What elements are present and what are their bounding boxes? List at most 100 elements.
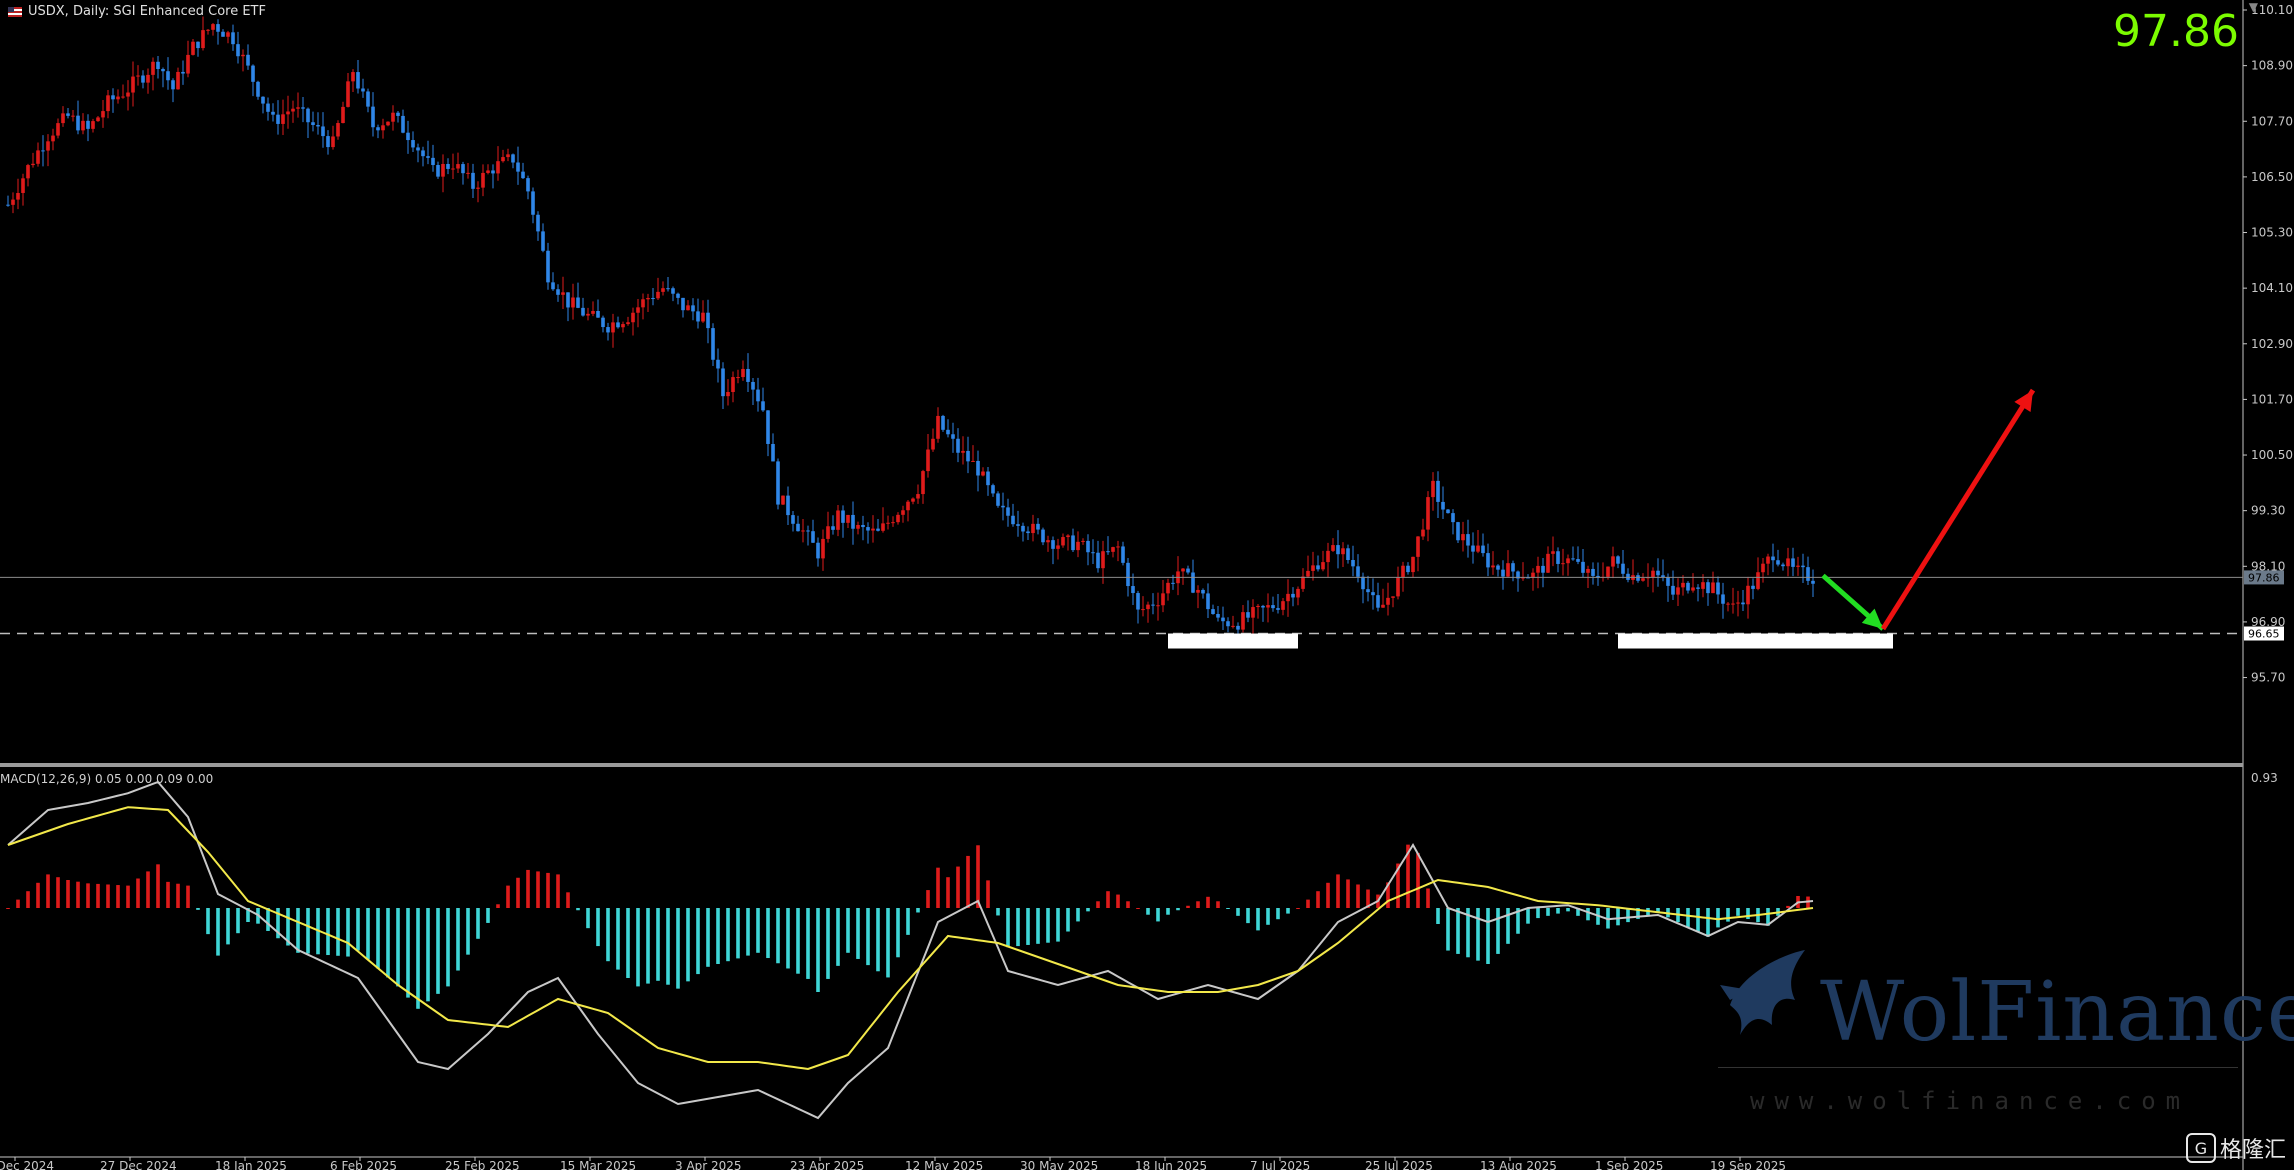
candle-body	[816, 542, 820, 559]
candle-body	[1256, 605, 1260, 608]
candle-body	[1246, 612, 1250, 618]
candle-body	[291, 108, 295, 112]
candle-body	[1581, 561, 1585, 573]
candle-body	[1316, 565, 1320, 570]
candle-body	[56, 123, 60, 136]
candle-body	[991, 485, 995, 494]
candle-body	[506, 154, 510, 158]
scroll-marker-icon[interactable]: ▼	[2248, 0, 2258, 14]
candle-body	[1116, 546, 1120, 548]
macd-histogram-bar	[546, 872, 550, 908]
candle-body	[1791, 558, 1795, 567]
candle-body	[1531, 572, 1535, 578]
macd-histogram-bar	[1306, 899, 1310, 908]
macd-histogram-bar	[336, 908, 340, 956]
candle-body	[471, 172, 475, 189]
macd-histogram-bar	[1716, 908, 1720, 928]
watermark-brand: WolFinance	[1820, 965, 2294, 1060]
green-arrow-head	[1861, 608, 1883, 629]
candle-body	[406, 132, 410, 141]
candle-body	[1251, 607, 1255, 618]
candle-body	[376, 127, 380, 131]
candle-body	[1486, 553, 1490, 568]
candle-body	[591, 310, 595, 314]
candle-body	[1021, 525, 1025, 532]
macd-histogram-bar	[736, 908, 740, 959]
candle-body	[976, 460, 980, 476]
candle-body	[1511, 563, 1515, 572]
candle-body	[1036, 523, 1040, 530]
candle-body	[981, 471, 985, 476]
macd-histogram-bar	[916, 908, 920, 913]
candle-body	[821, 538, 825, 559]
x-tick-label: 25 Jul 2025	[1365, 1159, 1433, 1170]
candle-body	[1391, 596, 1395, 598]
candle-body	[1651, 570, 1655, 578]
y-tick-label: 96.90	[2251, 615, 2285, 629]
macd-histogram-bar	[536, 871, 540, 908]
candle-body	[331, 136, 335, 148]
macd-histogram-bar	[46, 874, 50, 908]
candle-body	[1156, 605, 1160, 607]
candle-body	[941, 415, 945, 430]
candle-body	[1041, 529, 1045, 543]
macd-histogram-bar	[1556, 908, 1560, 914]
macd-histogram-bar	[1016, 908, 1020, 947]
macd-histogram-bar	[276, 908, 280, 939]
candle-body	[901, 510, 905, 515]
macd-histogram-bar	[616, 908, 620, 970]
macd-histogram-bar	[956, 866, 960, 908]
candle-body	[1096, 552, 1100, 569]
macd-histogram-bar	[1366, 889, 1370, 908]
macd-histogram-bar	[266, 908, 270, 931]
candle-body	[1691, 587, 1695, 591]
candle-body	[1351, 560, 1355, 567]
candle-body	[516, 162, 520, 172]
macd-histogram-bar	[96, 883, 100, 908]
candle-body	[241, 54, 245, 57]
macd-histogram-bar	[626, 908, 630, 978]
candle-body	[1126, 562, 1130, 587]
macd-histogram-bar	[1286, 908, 1290, 914]
y-tick-label: 108.90	[2251, 59, 2293, 73]
y-tick-label: 107.70	[2251, 114, 2293, 128]
candle-body	[1571, 558, 1575, 560]
macd-histogram-bar	[936, 867, 940, 908]
candle-body	[1726, 603, 1730, 605]
candle-body	[321, 126, 325, 137]
macd-histogram-bar	[1206, 896, 1210, 908]
macd-histogram-bar	[836, 908, 840, 966]
candle-body	[151, 61, 155, 75]
candle-body	[76, 115, 80, 131]
candle-body	[931, 438, 935, 450]
candle-body	[666, 288, 670, 290]
macd-histogram-bar	[376, 908, 380, 969]
candle-body	[1166, 582, 1170, 594]
candle-body	[546, 250, 550, 283]
macd-histogram-bar	[1186, 905, 1190, 908]
macd-histogram-bar	[1726, 908, 1730, 922]
candle-body	[946, 429, 950, 435]
candle-body	[626, 322, 630, 325]
support-tag-label: 96.65	[2248, 628, 2280, 641]
candle-body	[191, 41, 195, 55]
candle-body	[716, 359, 720, 369]
macd-histogram-bar	[466, 908, 470, 955]
macd-histogram-bar	[436, 908, 440, 994]
candle-body	[1611, 556, 1615, 567]
candle-body	[1121, 546, 1125, 563]
candle-body	[1446, 509, 1450, 514]
macd-histogram-bar	[586, 908, 590, 929]
candle-body	[536, 214, 540, 232]
candle-body	[1216, 614, 1220, 618]
macd-histogram-bar	[1636, 908, 1640, 919]
y-tick-label: 105.30	[2251, 226, 2293, 240]
candle-body	[676, 293, 680, 298]
macd-histogram-bar	[356, 908, 360, 951]
candle-body	[956, 438, 960, 453]
symbol-title: USDX, Daily: SGI Enhanced Core ETF	[28, 4, 266, 19]
candle-body	[1566, 558, 1570, 564]
candle-body	[811, 531, 815, 543]
x-tick-label: 3 Apr 2025	[675, 1159, 742, 1170]
